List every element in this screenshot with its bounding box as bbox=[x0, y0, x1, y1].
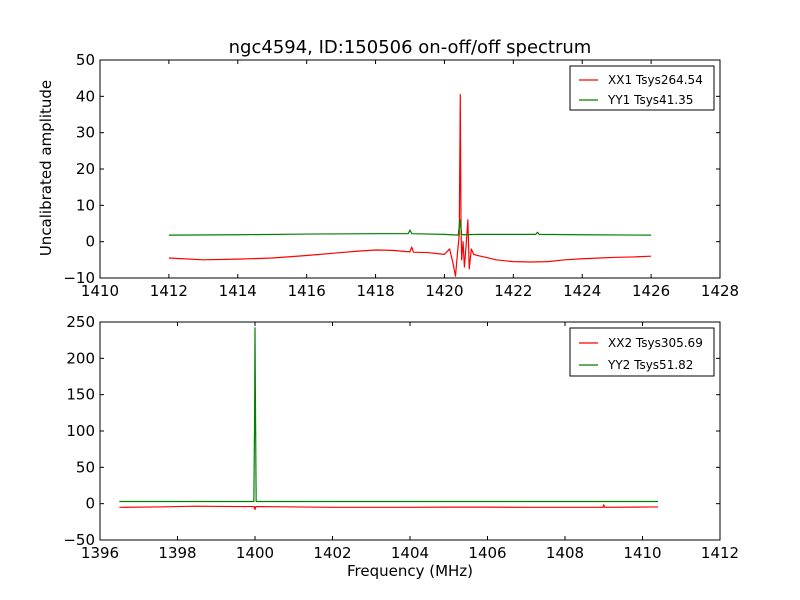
bottom-x-tick-label: 1396 bbox=[81, 544, 119, 562]
top-plot-series bbox=[168, 93, 652, 277]
top-x-tick-label: 1428 bbox=[701, 282, 739, 300]
bottom-y-tick-label: 100 bbox=[66, 422, 95, 440]
bottom-plot-panel: 1396 1398 1400 1402 1404 1406 1408 1410 1412 −50 0… bbox=[63, 313, 739, 562]
top-legend-box bbox=[569, 65, 715, 111]
bottom-y-tick-label: 0 bbox=[85, 495, 95, 513]
bottom-legend-box bbox=[569, 327, 715, 377]
top-x-tick-label: 1412 bbox=[150, 282, 188, 300]
bottom-y-tick-label: 50 bbox=[76, 458, 95, 476]
top-x-tick-label: 1424 bbox=[563, 282, 601, 300]
chart-title: ngc4594, ID:150506 on-off/off spectrum bbox=[229, 37, 592, 58]
top-x-tick-label: 1426 bbox=[632, 282, 670, 300]
top-y-tick-label: 40 bbox=[76, 87, 95, 105]
top-series-line-yy1 bbox=[168, 219, 652, 236]
bottom-plot-series bbox=[119, 327, 659, 511]
top-x-tick-label: 1416 bbox=[288, 282, 326, 300]
bottom-series-line-xx2 bbox=[119, 504, 659, 511]
bottom-x-tick-label: 1400 bbox=[236, 544, 274, 562]
bottom-y-tick-label: 150 bbox=[66, 386, 95, 404]
top-y-tick-label: 30 bbox=[76, 124, 95, 142]
top-x-tick-label: 1410 bbox=[81, 282, 119, 300]
top-plot-ticks: 1410 1412 1414 1416 1418 1420 1422 1424 1426 1428… bbox=[63, 51, 739, 300]
bottom-legend-label: XX2 Tsys305.69 bbox=[608, 336, 703, 350]
bottom-x-tick-label: 1412 bbox=[701, 544, 739, 562]
bottom-legend-label: YY2 Tsys51.82 bbox=[607, 358, 693, 372]
top-legend-label: XX1 Tsys264.54 bbox=[608, 73, 703, 87]
bottom-y-tick-label: −50 bbox=[63, 531, 95, 549]
top-x-tick-label: 1420 bbox=[425, 282, 463, 300]
bottom-plot-frame bbox=[99, 321, 721, 541]
bottom-plot-ticks: 1396 1398 1400 1402 1404 1406 1408 1410 1412 −50 0… bbox=[63, 313, 739, 562]
top-x-tick-label: 1418 bbox=[356, 282, 394, 300]
bottom-plot-legend: XX2 Tsys305.69 YY2 Tsys51.82 bbox=[569, 327, 715, 377]
top-y-tick-label: 10 bbox=[76, 196, 95, 214]
bottom-x-tick-label: 1408 bbox=[546, 544, 584, 562]
bottom-x-tick-label: 1404 bbox=[391, 544, 429, 562]
top-plot-panel: 1410 1412 1414 1416 1418 1420 1422 1424 1426 1428… bbox=[63, 51, 739, 300]
top-series-line-xx1 bbox=[168, 93, 652, 277]
bottom-series-line-yy2 bbox=[119, 327, 658, 503]
bottom-x-tick-label: 1406 bbox=[468, 544, 506, 562]
bottom-x-tick-label: 1402 bbox=[313, 544, 351, 562]
top-plot-frame bbox=[99, 59, 721, 279]
x-axis-label: Frequency (MHz) bbox=[347, 562, 473, 580]
top-y-tick-label: 0 bbox=[85, 233, 95, 251]
top-x-tick-label: 1414 bbox=[219, 282, 257, 300]
bottom-x-tick-label: 1398 bbox=[158, 544, 196, 562]
bottom-y-tick-label: 250 bbox=[66, 313, 95, 331]
top-y-tick-label: −10 bbox=[63, 269, 95, 287]
top-x-tick-label: 1422 bbox=[494, 282, 532, 300]
top-plot-legend: XX1 Tsys264.54 YY1 Tsys41.35 bbox=[569, 65, 715, 111]
bottom-y-tick-label: 200 bbox=[66, 349, 95, 367]
top-y-tick-label: 20 bbox=[76, 160, 95, 178]
top-legend-label: YY1 Tsys41.35 bbox=[607, 93, 693, 107]
top-y-tick-label: 50 bbox=[76, 51, 95, 69]
y-axis-label: Uncalibrated amplitude bbox=[37, 80, 55, 256]
bottom-x-tick-label: 1410 bbox=[623, 544, 661, 562]
